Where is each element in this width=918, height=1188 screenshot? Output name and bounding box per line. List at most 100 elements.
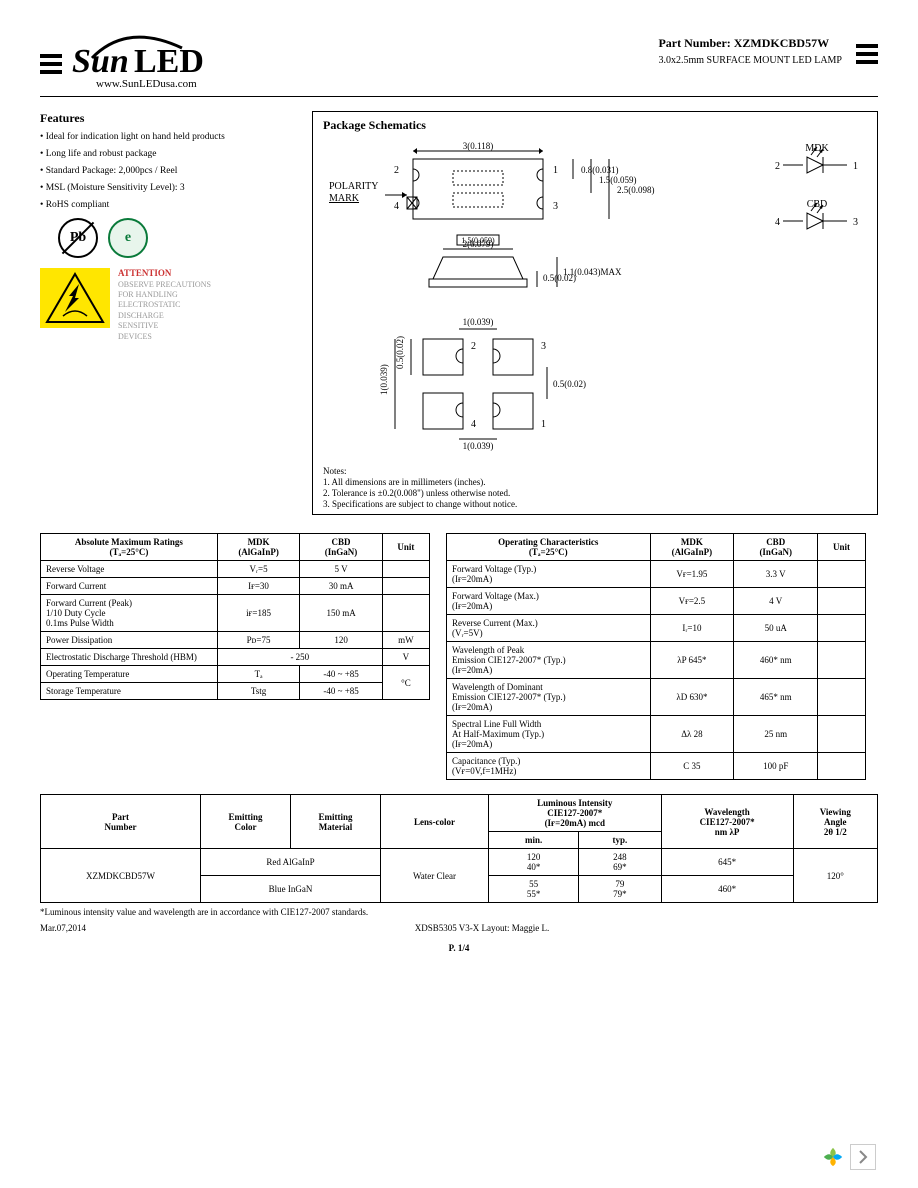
svg-text:1: 1 <box>553 165 558 176</box>
app-leaf-icon <box>822 1146 844 1168</box>
op-title: Operating Characteristics <box>498 537 598 547</box>
esd-text: ATTENTION OBSERVE PRECAUTIONS FOR HANDLI… <box>118 268 211 342</box>
svg-text:CBD: CBD <box>807 199 828 210</box>
abs-max-table: Absolute Maximum Ratings (Tₐ=25°C) MDK(A… <box>40 533 430 700</box>
table-row: Wavelength of Dominant Emission CIE127-2… <box>447 679 866 716</box>
table-row: Operating TemperatureTₐ-40 ~ +85°C <box>41 666 430 683</box>
feature-item: Standard Package: 2,000pcs / Reel <box>40 166 300 176</box>
svg-text:2: 2 <box>775 161 780 172</box>
features-list: Ideal for indication light on hand held … <box>40 132 300 210</box>
svg-text:3: 3 <box>541 341 546 352</box>
footer-doc: XDSB5305 V3-X Layout: Maggie L. <box>415 923 550 933</box>
abs-col-unit: Unit <box>382 534 429 561</box>
sum-h-wl: Wavelength CIE127-2007* nm λP <box>661 795 793 849</box>
chevron-right-icon <box>858 1150 868 1164</box>
svg-text:4: 4 <box>775 217 780 228</box>
svg-text:0.8(0.031): 0.8(0.031) <box>581 165 619 175</box>
sum-h-ang: Viewing Angle 2θ 1/2 <box>793 795 877 849</box>
table-row: Power DissipationPᴅ=75120mW <box>41 632 430 649</box>
abs-cond: (Tₐ=25°C) <box>109 547 148 557</box>
package-drawing-icon: 2 4 1 3 3(0.118) 0.8(0.031) 1.5(0.059) 2… <box>323 139 683 459</box>
page-controls <box>822 1144 876 1170</box>
note-item: 1. All dimensions are in millimeters (in… <box>323 477 867 487</box>
svg-text:1.1(0.043)MAX: 1.1(0.043)MAX <box>563 267 622 277</box>
svg-text:1: 1 <box>853 161 858 172</box>
table-row: Wavelength of Peak Emission CIE127-2007*… <box>447 642 866 679</box>
svg-text:1.5(0.059): 1.5(0.059) <box>461 236 495 245</box>
svg-text:0.5(0.02): 0.5(0.02) <box>553 379 586 389</box>
header-right: Part Number: XZMDKCBD57W 3.0x2.5mm SURFA… <box>658 36 878 66</box>
feature-item: Ideal for indication light on hand held … <box>40 132 300 142</box>
schematic-notes: Notes: 1. All dimensions are in millimet… <box>323 466 867 509</box>
svg-text:4: 4 <box>394 201 399 212</box>
menu-icon[interactable] <box>40 54 62 74</box>
sum-h-mat: Emitting Material <box>291 795 381 849</box>
op-cond: (Tₐ=25°C) <box>529 547 568 557</box>
feature-item: MSL (Moisture Sensitivity Level): 3 <box>40 183 300 193</box>
summary-table: Part Number Emitting Color Emitting Mate… <box>40 794 878 903</box>
feature-item: RoHS compliant <box>40 200 300 210</box>
table-row: Forward Voltage (Max.) (Iғ=20mA)Vғ=2.54 … <box>447 588 866 615</box>
sum-h-part: Part Number <box>41 795 201 849</box>
features-title: Features <box>40 111 300 126</box>
note-item: 2. Tolerance is ±0.2(0.008") unless othe… <box>323 488 867 498</box>
features-column: Features Ideal for indication light on h… <box>40 111 300 342</box>
svg-text:3: 3 <box>853 217 858 228</box>
svg-text:Sun: Sun <box>72 43 129 80</box>
svg-text:1(0.039): 1(0.039) <box>463 317 494 327</box>
part-number-line: Part Number: XZMDKCBD57W <box>658 36 842 51</box>
next-page-button[interactable] <box>850 1144 876 1170</box>
esd-row: ATTENTION OBSERVE PRECAUTIONS FOR HANDLI… <box>40 268 300 342</box>
top-row: Features Ideal for indication light on h… <box>40 111 878 515</box>
table-row: Electrostatic Discharge Threshold (HBM)-… <box>41 649 430 666</box>
footnote: *Luminous intensity value and wavelength… <box>40 907 878 917</box>
table-row: XZMDKCBD57W Red AlGaInP Water Clear 120 … <box>41 849 878 876</box>
feature-item: Long life and robust package <box>40 149 300 159</box>
table-row: Forward Current (Peak) 1/10 Duty Cycle 0… <box>41 595 430 632</box>
op-col-mdk: MDK(AlGaInP) <box>650 534 734 561</box>
svg-text:LED: LED <box>134 43 204 80</box>
pin-diagram: MDK 2 1 CBD 4 3 <box>767 139 867 462</box>
pb-free-icon: Pb <box>58 218 98 258</box>
esd-warning-icon <box>40 268 110 328</box>
tables-row: Absolute Maximum Ratings (Tₐ=25°C) MDK(A… <box>40 533 878 780</box>
menu-icon-right[interactable] <box>856 44 878 64</box>
abs-title: Absolute Maximum Ratings <box>75 537 183 547</box>
operating-table: Operating Characteristics (Tₐ=25°C) MDK(… <box>446 533 866 780</box>
abs-col-mdk: MDK(AlGaInP) <box>217 534 300 561</box>
svg-text:2.5(0.098): 2.5(0.098) <box>617 185 655 195</box>
svg-text:1.5(0.059): 1.5(0.059) <box>599 175 637 185</box>
esd-attention: ATTENTION <box>118 268 211 280</box>
svg-text:POLARITY: POLARITY <box>329 181 378 192</box>
svg-text:1(0.039): 1(0.039) <box>379 364 389 395</box>
footer-date: Mar.07,2014 <box>40 923 86 933</box>
table-row: Storage TemperatureTstg-40 ~ +85 <box>41 683 430 700</box>
sum-sh-typ: typ. <box>579 832 661 849</box>
op-col-cbd: CBD(InGaN) <box>734 534 818 561</box>
table-row: Forward CurrentIғ=3030 mA <box>41 578 430 595</box>
table-row: Reverse Current (Max.) (Vᵣ=5V)Iᵣ=1050 uA <box>447 615 866 642</box>
notes-title: Notes: <box>323 466 867 476</box>
sum-sh-min: min. <box>489 832 579 849</box>
svg-text:2: 2 <box>394 165 399 176</box>
part-label: Part Number: <box>658 36 730 50</box>
product-subtitle: 3.0x2.5mm SURFACE MOUNT LED LAMP <box>658 55 842 66</box>
logo-url: www.SunLEDusa.com <box>96 78 242 90</box>
note-item: 3. Specifications are subject to change … <box>323 499 867 509</box>
sum-h-lens: Lens-color <box>381 795 489 849</box>
svg-text:3: 3 <box>553 201 558 212</box>
page-header: Sun LED www.SunLEDusa.com Part Number: X… <box>40 30 878 97</box>
svg-text:1: 1 <box>541 419 546 430</box>
schematics-title: Package Schematics <box>323 118 867 133</box>
svg-text:MDK: MDK <box>805 143 829 154</box>
abs-col-cbd: CBD(InGaN) <box>300 534 383 561</box>
logo: Sun LED www.SunLEDusa.com <box>72 30 242 90</box>
svg-text:MARK: MARK <box>329 193 360 204</box>
schematic-drawings: 2 4 1 3 3(0.118) 0.8(0.031) 1.5(0.059) 2… <box>323 139 747 462</box>
op-col-unit: Unit <box>818 534 866 561</box>
schematics-box: Package Schematics 2 4 1 3 <box>312 111 878 515</box>
svg-text:2: 2 <box>471 341 476 352</box>
led-symbol-icon: MDK 2 1 CBD 4 3 <box>767 139 867 259</box>
table-row: Spectral Line Full Width At Half-Maximum… <box>447 716 866 753</box>
sum-h-lum: Luminous Intensity CIE127-2007* (Iғ=20mA… <box>489 795 662 832</box>
